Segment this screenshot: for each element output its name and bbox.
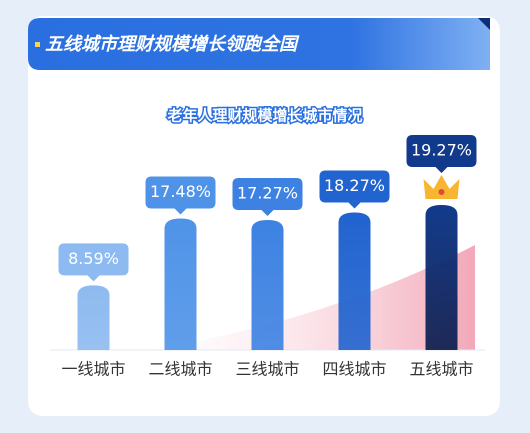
chart-title: 老年人理财规模增长城市情况 — [166, 107, 362, 125]
value-callout — [232, 178, 303, 217]
x-tick-label: 一线城市 — [61, 360, 125, 379]
value-label: 17.27% — [237, 184, 298, 203]
trend-area — [150, 245, 475, 350]
bar — [77, 285, 110, 350]
x-tick-label: 五线城市 — [409, 360, 473, 379]
value-label: 18.27% — [324, 176, 385, 195]
value-label: 8.59% — [68, 249, 119, 268]
bar — [164, 218, 197, 350]
bar — [251, 220, 284, 350]
banner-fold — [478, 18, 490, 30]
value-callout — [406, 135, 477, 173]
bar — [338, 212, 371, 350]
x-tick-label: 四线城市 — [322, 360, 386, 379]
header-title: 五线城市理财规模增长领跑全国 — [45, 34, 300, 55]
bullet — [35, 42, 40, 47]
value-callout — [58, 243, 129, 282]
crown-gem — [438, 189, 445, 195]
bar — [425, 205, 458, 350]
x-tick-label: 三线城市 — [235, 360, 299, 379]
x-tick-label: 二线城市 — [148, 360, 212, 379]
plot: 一线城市 8.59% 二线城市 17.48% 三线城市 17.27% 四线城市 18.27% 五… — [58, 135, 477, 379]
value-callout — [145, 176, 216, 215]
value-callout — [319, 170, 390, 209]
crown — [423, 175, 460, 199]
value-label: 19.27% — [411, 141, 472, 160]
value-label: 17.48% — [150, 182, 211, 201]
header-banner — [28, 18, 490, 70]
